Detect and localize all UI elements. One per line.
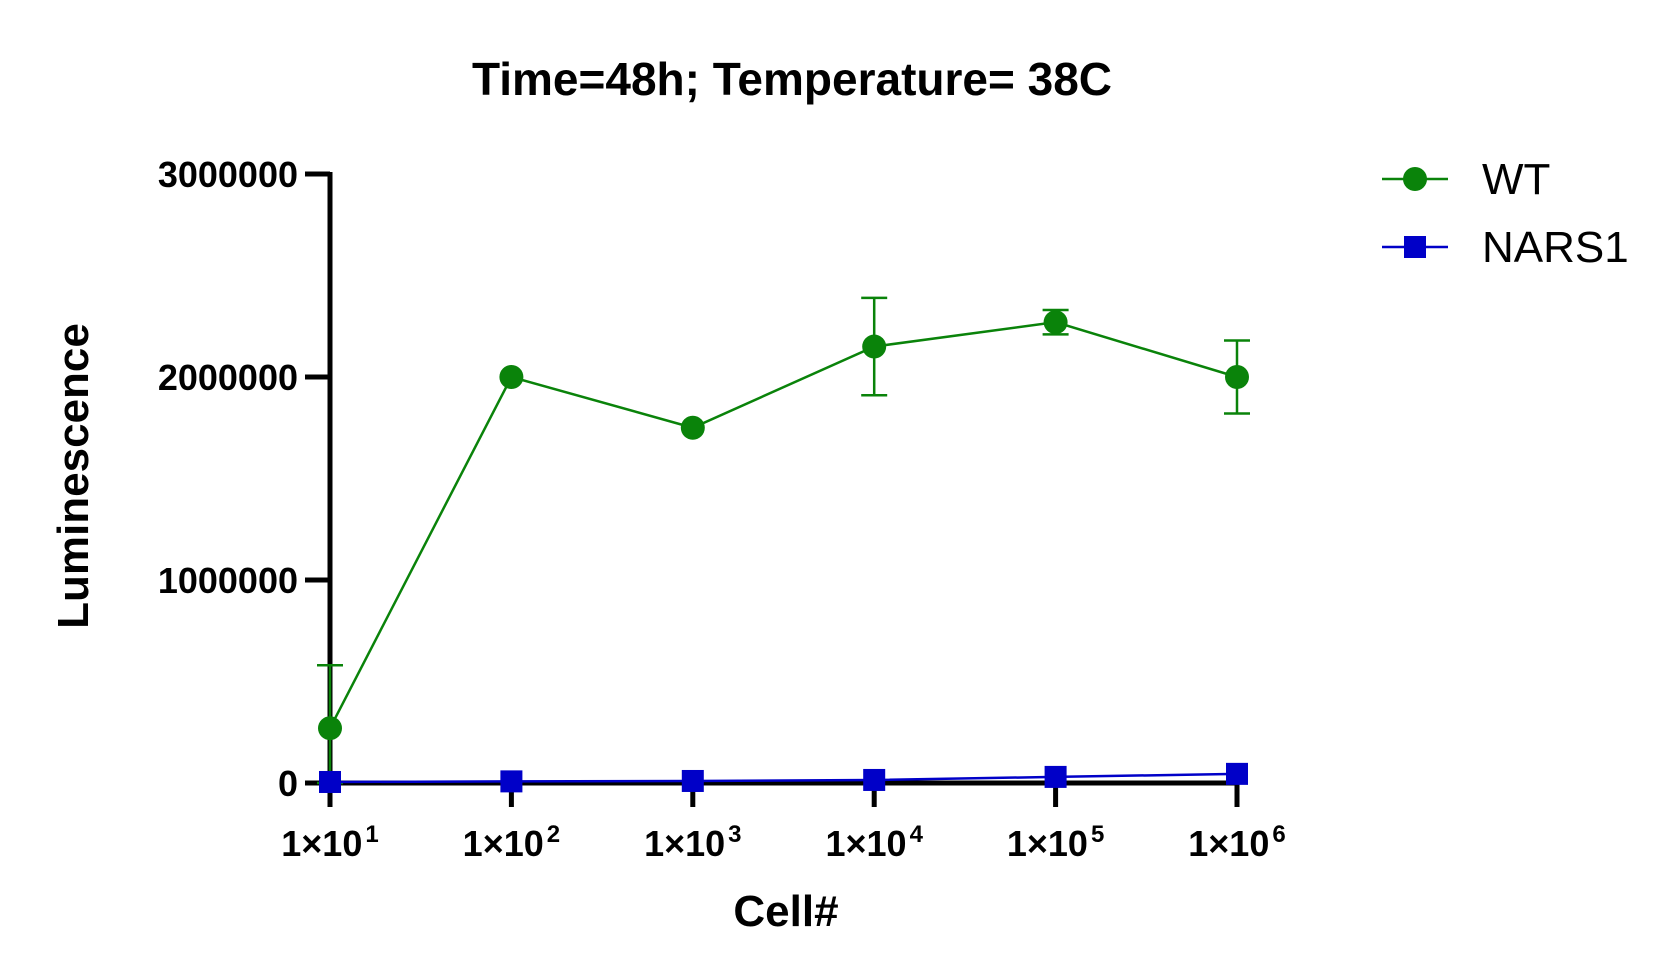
data-point-nars1 — [319, 770, 341, 793]
data-point-wt — [318, 716, 342, 741]
x-tick-label: 1×10 4 — [825, 821, 923, 864]
chart-title: Time=48h; Temperature= 38C — [472, 53, 1112, 105]
x-tick-label: 1×10 3 — [644, 821, 741, 864]
series-layer — [317, 296, 1250, 793]
x-tick-label: 1×10 1 — [281, 821, 378, 864]
data-point-nars1 — [1044, 765, 1067, 788]
legend-label-wt: WT — [1482, 155, 1550, 204]
legend-item-nars1: NARS1 — [1382, 223, 1629, 272]
data-point-wt — [862, 334, 887, 359]
x-tick-label: 1×10 6 — [1188, 821, 1285, 864]
x-tick-label: 1×10 5 — [1007, 821, 1104, 864]
data-point-nars1 — [1226, 762, 1248, 785]
data-point-wt — [1225, 365, 1249, 389]
axes: 0 1000000 2000000 3000000 1×10 1 1×10 2 1×10 3 1×1… — [158, 154, 1286, 864]
x-axis-label: Cell# — [733, 887, 838, 936]
data-point-nars1 — [500, 770, 523, 793]
y-tick-label: 0 — [278, 763, 298, 804]
y-tick-label: 3000000 — [158, 154, 298, 195]
x-tick-label: 1×10 2 — [463, 821, 560, 864]
data-point-wt — [1043, 310, 1068, 335]
series-line-nars1 — [329, 772, 1238, 784]
y-tick-label: 2000000 — [158, 357, 298, 398]
legend-marker-wt — [1403, 167, 1427, 191]
data-point-wt — [499, 365, 524, 389]
data-point-wt — [680, 415, 705, 440]
legend-label-nars1: NARS1 — [1482, 223, 1629, 272]
data-point-nars1 — [863, 768, 886, 791]
series-wt — [317, 296, 1250, 785]
y-axis-label: Luminescence — [49, 323, 98, 629]
legend-marker-nars1 — [1404, 236, 1426, 258]
legend: WT NARS1 — [1382, 155, 1629, 272]
data-point-nars1 — [681, 769, 704, 792]
series-line-wt — [328, 320, 1238, 729]
series-nars1 — [319, 762, 1248, 793]
y-tick-label: 1000000 — [158, 560, 298, 601]
legend-item-wt: WT — [1382, 155, 1550, 204]
